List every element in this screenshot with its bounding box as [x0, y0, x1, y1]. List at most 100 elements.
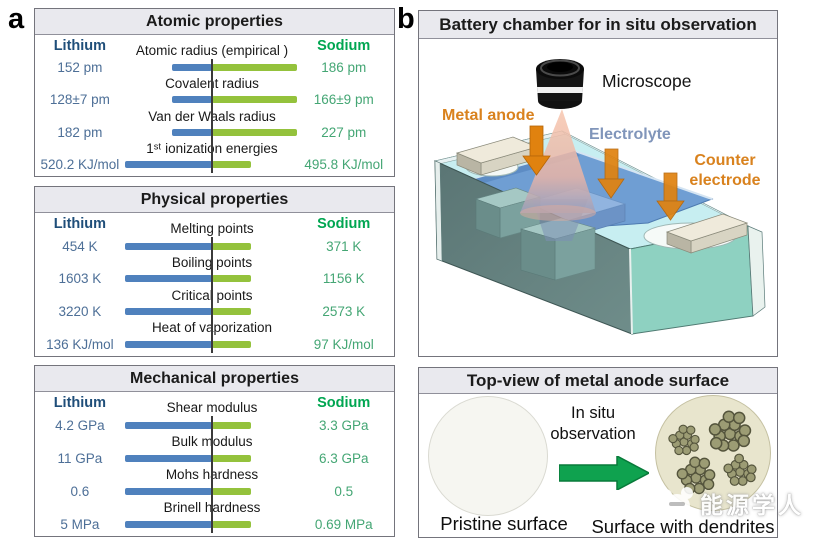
metal-anode-arrow — [522, 125, 551, 176]
sodium-bar — [211, 454, 252, 462]
property-label: Atomic radius (empirical ) — [135, 43, 289, 59]
sodium-bar — [211, 242, 252, 250]
dendrite-surface-circle — [655, 395, 771, 511]
in-situ-observation-label: In situ observation — [550, 404, 636, 443]
sodium-bar-track — [211, 96, 298, 104]
watermark-text: 能源学人 — [700, 492, 804, 518]
lithium-bar — [125, 160, 212, 168]
sodium-value: 166±9 pm — [313, 92, 374, 108]
chamber-edge-strip — [434, 160, 443, 262]
sodium-bar — [211, 340, 252, 348]
right-arrow-icon — [559, 456, 649, 490]
sodium-value: 2573 K — [322, 303, 366, 319]
lithium-bar — [125, 487, 212, 495]
sodium-value: 97 KJ/mol — [313, 336, 374, 352]
property-label: Shear modulus — [166, 400, 258, 416]
lithium-value: 182 pm — [57, 124, 103, 140]
dendrite-cluster — [668, 424, 700, 456]
lithium-bar-track — [125, 64, 212, 72]
physical-properties-body: Lithium Melting points Sodium 454 K 371 … — [35, 213, 394, 355]
lithium-bar — [125, 340, 212, 348]
atomic-properties-table: Atomic properties Lithium Atomic radius … — [34, 8, 395, 177]
sodium-bar — [211, 128, 298, 136]
lithium-value: 0.6 — [70, 483, 90, 499]
lithium-bar — [172, 128, 212, 136]
lithium-bar — [125, 307, 212, 315]
anode-slab — [455, 136, 539, 176]
comparison-bar-row: 3220 K 2573 K — [35, 304, 394, 319]
sodium-header: Sodium — [317, 216, 371, 233]
battery-chamber-3d — [433, 59, 766, 335]
lithium-value: 1603 K — [58, 271, 102, 287]
lithium-bar — [172, 96, 212, 104]
lithium-bar-track — [125, 307, 212, 315]
sodium-value: 227 pm — [321, 124, 367, 140]
lithium-bar-track — [125, 340, 212, 348]
lithium-value: 11 GPa — [57, 450, 103, 466]
comparison-bar-row: 4.2 GPa 3.3 GPa — [35, 418, 394, 433]
lithium-value: 454 K — [62, 238, 98, 254]
top-view-title: Top-view of metal anode surface — [419, 368, 777, 394]
sodium-bar — [211, 520, 252, 528]
sodium-bar-track — [211, 64, 298, 72]
comparison-bar-row: 11 GPa 6.3 GPa — [35, 451, 394, 466]
sodium-value: 371 K — [326, 238, 362, 254]
lithium-header: Lithium — [53, 395, 107, 412]
electrolyte-label: Electrolyte — [589, 126, 671, 143]
sodium-bar-track — [211, 340, 297, 348]
lithium-bar-track — [125, 454, 212, 462]
lithium-value: 3220 K — [58, 303, 102, 319]
comparison-bar-row: 152 pm 186 pm — [35, 60, 394, 75]
chart-centerline — [210, 237, 213, 353]
physical-properties-table: Physical properties Lithium Melting poin… — [34, 186, 395, 357]
sodium-bar-track — [211, 421, 297, 429]
chart-centerline — [210, 59, 213, 173]
sodium-bar-track — [211, 307, 297, 315]
sodium-bar — [211, 307, 252, 315]
lithium-value: 520.2 KJ/mol — [40, 156, 120, 172]
battery-chamber-panel: Battery chamber for in situ observation — [418, 10, 778, 357]
lithium-header: Lithium — [53, 216, 107, 233]
lithium-value: 4.2 GPa — [55, 417, 105, 433]
lithium-bar-track — [125, 128, 212, 136]
sodium-bar-track — [211, 160, 297, 168]
light-cone-base — [520, 205, 596, 221]
lithium-bar — [125, 520, 212, 528]
lithium-bar — [125, 454, 212, 462]
sodium-bar — [211, 487, 252, 495]
dendrite-cluster — [708, 410, 752, 452]
lithium-bar — [125, 242, 212, 250]
sodium-value: 0.5 — [334, 483, 354, 499]
lithium-value: 128±7 pm — [49, 92, 110, 108]
counter-slab — [665, 213, 749, 254]
sodium-bar — [211, 64, 298, 72]
dendrite-cluster — [723, 453, 757, 486]
sodium-bar — [211, 275, 252, 283]
lithium-bar-track — [125, 275, 212, 283]
sodium-header: Sodium — [317, 395, 371, 412]
sodium-value: 0.69 MPa — [314, 516, 373, 532]
light-cone — [520, 109, 596, 213]
metal-anode-label: Metal anode — [442, 107, 535, 124]
atomic-properties-title: Atomic properties — [35, 9, 394, 35]
lithium-bar-track — [125, 242, 212, 250]
battery-chamber-title: Battery chamber for in situ observation — [419, 11, 777, 39]
sodium-header: Sodium — [317, 38, 371, 55]
comparison-bar-row: 182 pm 227 pm — [35, 125, 394, 140]
lithium-bar — [125, 275, 212, 283]
dendrite-surface-label: Surface with dendrites — [591, 516, 775, 537]
sodium-bar — [211, 160, 252, 168]
watermark: 能源学人 — [656, 486, 804, 520]
pristine-surface-label: Pristine surface — [440, 513, 568, 534]
counter-electrode-arrow — [656, 172, 685, 221]
mechanical-properties-table: Mechanical properties Lithium Shear modu… — [34, 365, 395, 537]
sodium-bar-track — [211, 520, 297, 528]
panel-a-letter: a — [8, 3, 25, 35]
counter-electrode-label: Counter electrode — [689, 152, 761, 189]
column-header-row: Lithium Atomic radius (empirical ) Sodiu… — [35, 37, 394, 59]
comparison-bar-row: 5 MPa 0.69 MPa — [35, 517, 394, 532]
lithium-value: 136 KJ/mol — [46, 336, 114, 352]
sodium-value: 1156 K — [322, 271, 365, 287]
mechanical-properties-body: Lithium Shear modulus Sodium 4.2 GPa 3.3… — [35, 392, 394, 535]
chamber-edge-strip — [747, 225, 766, 317]
